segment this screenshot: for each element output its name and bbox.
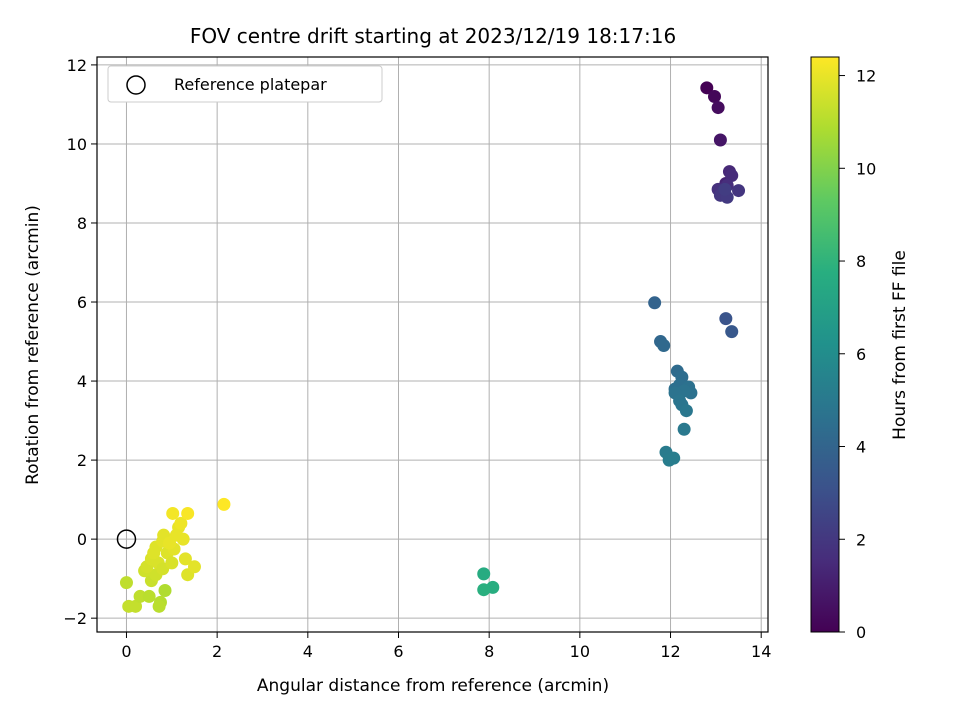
legend-marker — [126, 75, 146, 95]
y-tick-label: −2 — [63, 609, 87, 628]
colorbar-tick-label: 2 — [856, 530, 866, 549]
data-point — [477, 567, 491, 581]
scatter-points — [119, 81, 746, 613]
data-point — [677, 422, 691, 436]
data-point — [158, 584, 172, 598]
data-point — [713, 133, 727, 147]
x-tick-label: 6 — [393, 642, 403, 661]
data-point — [152, 599, 166, 613]
data-point — [133, 589, 147, 603]
reference-platepar-marker — [116, 529, 137, 549]
data-point — [477, 583, 491, 597]
plot-frame — [96, 56, 769, 633]
data-point — [711, 101, 725, 115]
y-tick-label: 2 — [77, 451, 87, 470]
x-tick-label: 8 — [484, 642, 494, 661]
data-point — [667, 451, 681, 465]
data-point — [178, 552, 192, 566]
x-tick-label: 4 — [303, 642, 313, 661]
y-tick-label: 10 — [67, 135, 87, 154]
x-tick-label: 0 — [121, 642, 131, 661]
legend-label: Reference platepar — [174, 75, 327, 94]
colorbar-label: Hours from first FF file — [890, 250, 910, 440]
colorbar-tick-label: 12 — [856, 67, 876, 86]
x-tick-label: 10 — [570, 642, 590, 661]
y-tick-label: 8 — [77, 214, 87, 233]
data-point — [187, 560, 201, 574]
data-point — [181, 506, 195, 520]
colorbar-tick-label: 4 — [856, 438, 866, 457]
x-axis-label: Angular distance from reference (arcmin) — [257, 676, 609, 696]
data-point — [732, 184, 746, 198]
plot-area: 0 2 4 6 8 10 12 14 −2 0 2 4 6 8 10 12 — [63, 56, 771, 661]
y-tick-label: 0 — [77, 530, 87, 549]
y-tick-label: 12 — [67, 56, 87, 75]
data-point — [129, 599, 143, 613]
data-point — [217, 497, 231, 511]
data-point — [119, 576, 133, 590]
data-point — [725, 325, 739, 339]
x-tick-label: 12 — [660, 642, 680, 661]
data-point — [657, 338, 671, 352]
chart-title: FOV centre drift starting at 2023/12/19 … — [190, 24, 676, 48]
colorbar-tick-label: 10 — [856, 159, 876, 178]
x-tick-label: 14 — [751, 642, 771, 661]
colorbar-tick-label: 6 — [856, 345, 866, 364]
y-axis-label: Rotation from reference (arcmin) — [23, 205, 43, 485]
data-point — [700, 81, 714, 95]
data-point — [142, 589, 156, 603]
data-point — [648, 296, 662, 310]
data-point — [719, 312, 733, 326]
colorbar-gradient — [810, 56, 840, 633]
colorbar-ticks: 0 2 4 6 8 10 12 — [839, 67, 876, 642]
data-point — [165, 556, 179, 570]
data-point — [176, 532, 190, 546]
data-point — [166, 506, 180, 520]
data-point — [725, 169, 739, 183]
data-point — [708, 90, 722, 104]
data-point — [163, 536, 177, 550]
x-axis-ticks: 0 2 4 6 8 10 12 14 — [121, 632, 771, 661]
y-axis-ticks: −2 0 2 4 6 8 10 12 — [63, 56, 97, 628]
data-point — [147, 546, 161, 560]
x-tick-label: 2 — [212, 642, 222, 661]
data-point — [679, 404, 693, 418]
y-tick-label: 6 — [77, 293, 87, 312]
y-tick-label: 4 — [77, 372, 87, 391]
data-point — [718, 182, 732, 196]
colorbar: 0 2 4 6 8 10 12 Hours from first FF file — [810, 56, 910, 642]
data-point — [174, 516, 188, 530]
grid-lines — [97, 57, 768, 632]
colorbar-tick-label: 0 — [856, 623, 866, 642]
colorbar-tick-label: 8 — [856, 252, 866, 271]
legend: Reference platepar — [107, 65, 383, 103]
